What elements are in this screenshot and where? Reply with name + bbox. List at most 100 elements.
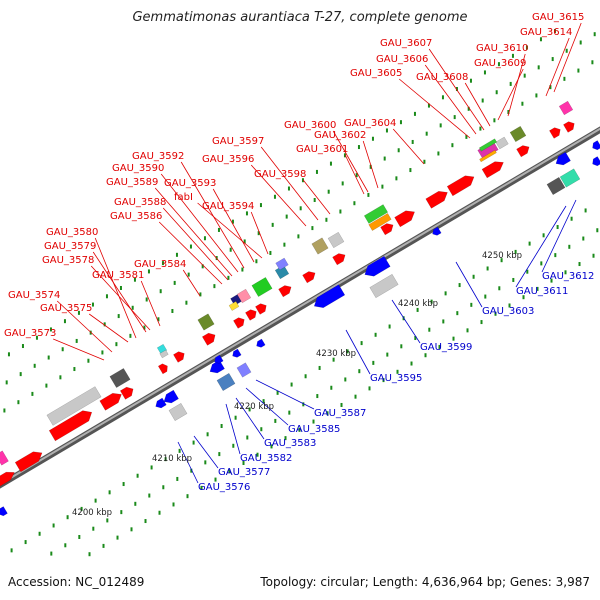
tick-mark <box>178 448 181 453</box>
leader-line <box>398 78 471 139</box>
gene-label: GAU_3608 <box>416 72 468 83</box>
tick-mark <box>556 225 559 230</box>
gene-block <box>168 402 188 422</box>
leader-line <box>250 164 307 227</box>
gene-label: GAU_3579 <box>44 241 96 252</box>
tick-mark <box>483 70 486 75</box>
tick-mark <box>186 494 189 499</box>
tick-mark <box>539 37 542 42</box>
tick-mark <box>521 101 524 106</box>
tick-mark <box>553 28 556 33</box>
leader-line <box>507 53 526 117</box>
tick-mark <box>325 217 328 222</box>
leader-line <box>332 130 369 193</box>
tick-mark <box>229 247 232 252</box>
tick-mark <box>568 244 571 249</box>
reverse-gene-arrow <box>592 156 600 167</box>
tick-mark <box>94 498 97 503</box>
tick-mark <box>232 443 235 448</box>
tick-mark <box>484 294 487 299</box>
gene-label: GAU_3597 <box>212 136 264 147</box>
tick-mark <box>311 226 314 231</box>
tick-mark <box>102 543 105 548</box>
tick-mark <box>129 333 132 338</box>
tick-mark <box>344 377 347 382</box>
tick-mark <box>297 234 300 239</box>
forward-gene-arrow <box>332 253 346 266</box>
leader-line <box>245 387 289 426</box>
gene-label: GAU_3612 <box>542 271 594 282</box>
tick-mark <box>270 444 273 449</box>
tick-mark <box>59 375 62 380</box>
tick-mark <box>498 286 501 291</box>
tick-mark <box>480 320 483 325</box>
forward-gene-arrow <box>14 451 43 473</box>
tick-mark <box>47 355 50 360</box>
tick-mark <box>591 60 594 65</box>
accession-text: Accession: NC_012489 <box>8 575 145 589</box>
tick-mark <box>458 283 461 288</box>
tick-mark <box>329 161 332 166</box>
tick-mark <box>410 361 413 366</box>
tick-mark <box>75 338 78 343</box>
reverse-gene-arrow <box>313 284 346 309</box>
tick-mark <box>438 344 441 349</box>
tick-mark <box>176 476 179 481</box>
tick-mark <box>80 506 83 511</box>
gene-block <box>495 136 509 150</box>
tick-mark <box>144 519 147 524</box>
tick-mark <box>596 228 599 233</box>
tick-mark <box>92 526 95 531</box>
gene-label: GAU_3587 <box>314 408 366 419</box>
forward-gene-arrow <box>233 317 245 329</box>
tick-mark <box>3 408 6 413</box>
tick-mark <box>494 311 497 316</box>
leader-line <box>515 205 567 288</box>
gene-label: GAU_3602 <box>314 130 366 141</box>
tick-mark <box>455 87 458 92</box>
tick-mark <box>190 468 193 473</box>
tick-mark <box>192 440 195 445</box>
tick-mark <box>536 286 539 291</box>
tick-mark <box>341 181 344 186</box>
tick-mark <box>495 90 498 95</box>
tick-mark <box>133 277 136 282</box>
tick-mark <box>33 363 36 368</box>
gene-label: GAU_3601 <box>296 144 348 155</box>
tick-mark <box>106 518 109 523</box>
tick-mark <box>248 407 251 412</box>
leader-line <box>345 329 371 375</box>
gene-label: GAU_3603 <box>482 306 534 317</box>
tick-mark <box>108 490 111 495</box>
tick-mark <box>50 551 53 556</box>
tick-mark <box>409 168 412 173</box>
tick-mark <box>227 275 230 280</box>
tick-mark <box>442 319 445 324</box>
tick-mark <box>522 295 525 300</box>
tick-mark <box>313 198 316 203</box>
tick-mark <box>509 81 512 86</box>
tick-mark <box>255 259 258 264</box>
tick-mark <box>231 219 234 224</box>
tick-mark <box>372 360 375 365</box>
forward-gene-arrow <box>394 210 415 228</box>
leader-line <box>92 251 147 333</box>
tick-mark <box>187 272 190 277</box>
tick-mark <box>31 391 34 396</box>
gene-block <box>478 138 498 152</box>
reverse-gene-arrow <box>232 348 242 358</box>
tick-mark <box>452 336 455 341</box>
leader-line <box>255 379 315 410</box>
tick-mark <box>283 242 286 247</box>
leader-line <box>464 82 491 127</box>
tick-mark <box>564 270 567 275</box>
gene-label: GAU_3611 <box>516 286 568 297</box>
tick-mark <box>218 452 221 457</box>
tick-mark <box>115 342 118 347</box>
tick-mark <box>302 402 305 407</box>
tick-mark <box>424 353 427 358</box>
tick-mark <box>241 267 244 272</box>
tick-mark <box>262 399 265 404</box>
forward-gene-arrow <box>516 145 530 158</box>
tick-mark <box>374 332 377 337</box>
